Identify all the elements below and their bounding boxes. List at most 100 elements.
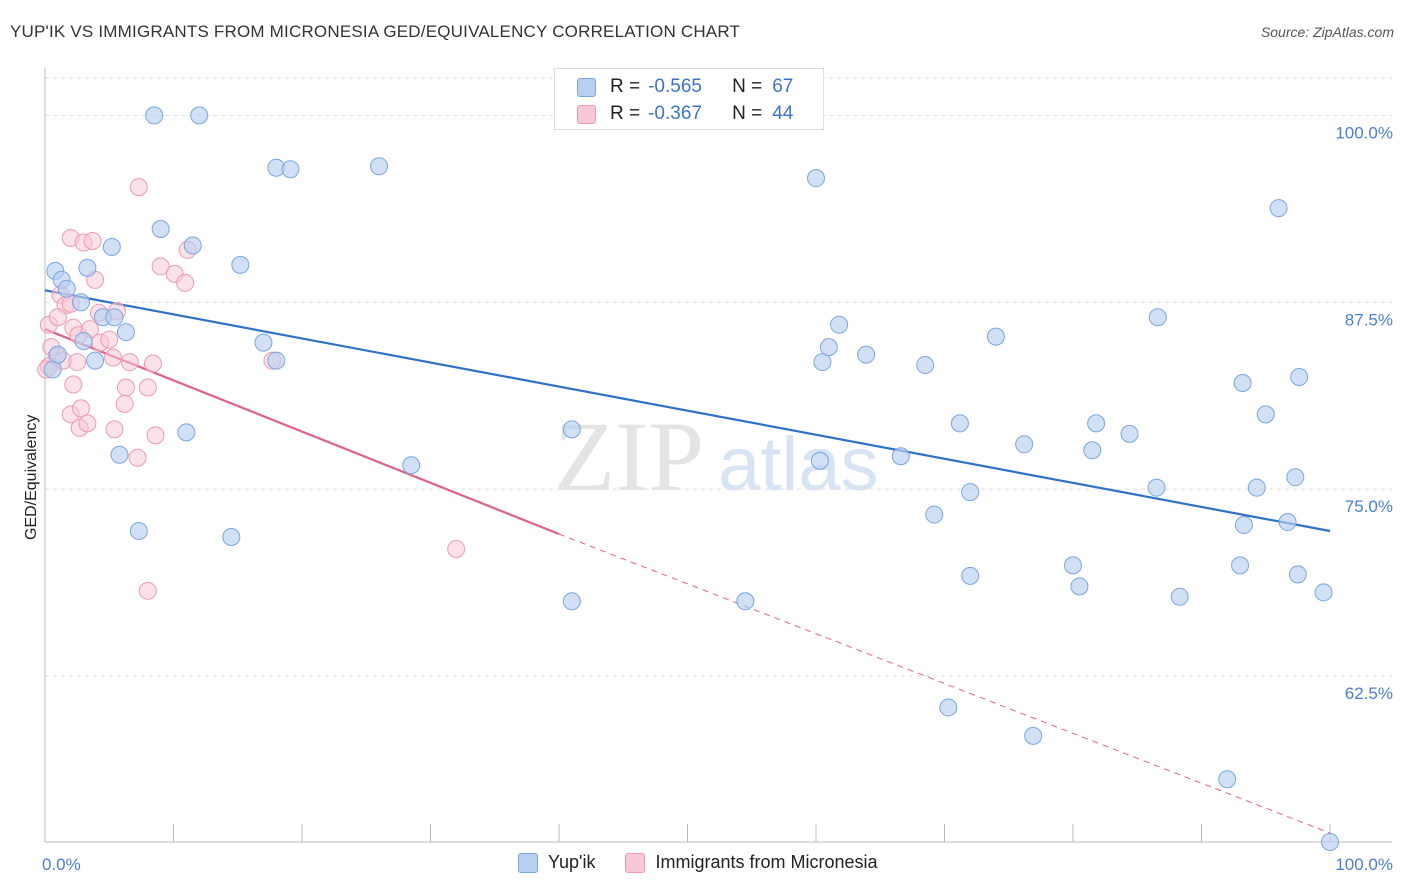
- data-point-yupik: [1233, 374, 1252, 393]
- data-point-yupik: [939, 698, 958, 717]
- data-point-yupik: [950, 414, 969, 433]
- data-point-yupik: [86, 351, 105, 370]
- data-point-micronesia: [447, 539, 466, 558]
- legend-row-micronesia: R = -0.367 N = 44: [577, 101, 793, 127]
- legend-r-label: R =: [610, 103, 641, 124]
- data-point-yupik: [925, 505, 944, 524]
- legend-n-value: 67: [772, 76, 794, 97]
- data-point-yupik: [43, 360, 62, 379]
- data-point-micronesia: [138, 378, 157, 397]
- data-point-micronesia: [100, 330, 119, 349]
- bottom-legend-label-micronesia: Immigrants from Micronesia: [655, 852, 878, 872]
- data-point-yupik: [177, 423, 196, 442]
- data-point-yupik: [281, 160, 300, 179]
- y-tick-label: 75.0%: [1345, 497, 1393, 516]
- watermark-atlas: atlas: [718, 422, 879, 507]
- trendline-yupik: [44, 289, 1331, 533]
- data-point-yupik: [102, 237, 121, 256]
- data-point-yupik: [813, 353, 832, 372]
- data-point-micronesia: [83, 231, 102, 250]
- legend-r-value: -0.565: [648, 76, 702, 97]
- grid-lines: [45, 77, 1392, 677]
- data-point-yupik: [830, 315, 849, 334]
- data-point-yupik: [1087, 414, 1106, 433]
- data-point-micronesia: [78, 414, 97, 433]
- data-point-yupik: [116, 323, 135, 342]
- data-point-yupik: [961, 566, 980, 585]
- bottom-legend-label-yupik: Yup'ik: [548, 852, 596, 872]
- bottom-legend-item-micronesia: Immigrants from Micronesia: [625, 852, 878, 873]
- series-micronesia-points: [37, 178, 466, 600]
- bottom-legend-item-yupik: Yup'ik: [518, 852, 595, 873]
- legend-swatch-yupik: [577, 77, 596, 97]
- legend-r-value: -0.367: [648, 103, 702, 124]
- data-point-micronesia: [151, 257, 170, 276]
- data-point-micronesia: [71, 399, 90, 418]
- legend-swatch-micronesia: [577, 104, 596, 124]
- data-point-yupik: [129, 522, 148, 541]
- data-point-yupik: [1288, 565, 1307, 584]
- data-point-micronesia: [176, 273, 195, 292]
- y-axis-label: GED/Equivalency: [23, 415, 40, 540]
- data-point-yupik: [1269, 199, 1288, 218]
- chart-title: YUP'IK VS IMMIGRANTS FROM MICRONESIA GED…: [10, 22, 741, 41]
- data-point-yupik: [370, 157, 389, 176]
- data-point-yupik: [71, 293, 90, 312]
- data-point-yupik: [736, 592, 755, 611]
- data-point-micronesia: [115, 394, 134, 413]
- data-point-yupik: [222, 527, 241, 546]
- data-point-yupik: [267, 351, 286, 370]
- data-point-micronesia: [120, 353, 139, 372]
- data-point-yupik: [231, 255, 250, 274]
- data-point-micronesia: [138, 581, 157, 600]
- y-tick-label: 100.0%: [1335, 123, 1393, 142]
- data-point-yupik: [562, 592, 581, 611]
- data-point-micronesia: [104, 348, 123, 367]
- data-point-yupik: [1290, 368, 1309, 387]
- data-point-yupik: [891, 447, 910, 466]
- data-point-yupik: [1148, 308, 1167, 327]
- data-point-micronesia: [116, 378, 135, 397]
- legend: R = -0.565 N = 67 R = -0.367 N = 44: [554, 68, 824, 130]
- data-point-micronesia: [48, 308, 67, 327]
- data-point-yupik: [254, 333, 273, 352]
- legend-n-label: N =: [732, 76, 763, 97]
- data-point-yupik: [1120, 424, 1139, 443]
- data-point-yupik: [562, 420, 581, 439]
- data-point-micronesia: [64, 375, 83, 394]
- y-tick-label: 87.5%: [1345, 310, 1393, 329]
- data-point-yupik: [402, 456, 421, 475]
- bottom-legend: Yup'ik Immigrants from Micronesia: [518, 852, 908, 873]
- data-point-yupik: [190, 106, 209, 125]
- data-point-micronesia: [105, 420, 124, 439]
- axes: [44, 68, 1392, 843]
- data-point-yupik: [807, 169, 825, 188]
- data-point-yupik: [105, 308, 124, 327]
- data-point-yupik: [819, 338, 838, 357]
- data-point-yupik: [961, 483, 980, 502]
- x-tick-label: 100.0%: [1335, 855, 1393, 874]
- bottom-legend-swatch-yupik: [518, 852, 538, 873]
- x-tick-label: 0.0%: [42, 855, 81, 874]
- data-point-yupik: [78, 258, 97, 277]
- y-tick-label: 62.5%: [1345, 684, 1393, 703]
- source-label: Source: ZipAtlas.com: [1260, 24, 1394, 40]
- data-point-yupik: [810, 451, 829, 470]
- data-point-yupik: [986, 327, 1005, 346]
- data-point-micronesia: [146, 426, 165, 445]
- legend-row-yupik: R = -0.565 N = 67: [577, 74, 793, 100]
- trendline-micronesia-extension: [558, 533, 1331, 834]
- data-point-yupik: [1278, 513, 1297, 532]
- data-point-yupik: [1314, 583, 1333, 602]
- data-point-yupik: [1286, 468, 1305, 487]
- data-point-yupik: [857, 345, 876, 364]
- data-point-yupik: [1218, 770, 1237, 789]
- watermark-zip: ZIP: [554, 401, 704, 512]
- data-point-yupik: [151, 220, 170, 239]
- data-point-yupik: [145, 106, 164, 125]
- data-point-yupik: [110, 445, 129, 464]
- data-point-yupik: [1070, 577, 1089, 596]
- data-point-yupik: [48, 345, 67, 364]
- data-point-micronesia: [129, 178, 148, 197]
